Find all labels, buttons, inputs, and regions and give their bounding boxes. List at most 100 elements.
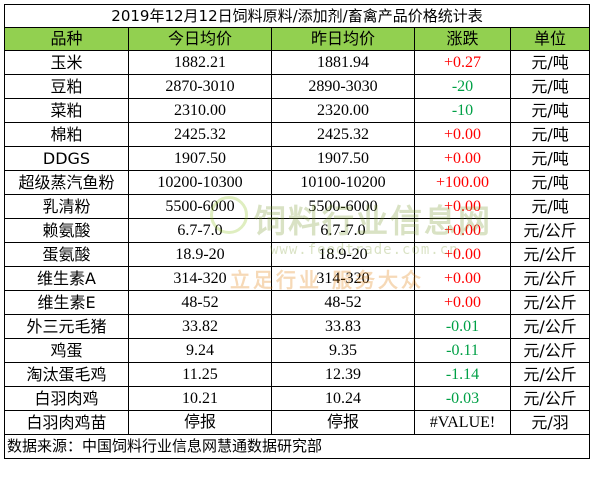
cell-name: 淘汰蛋毛鸡 (4, 362, 129, 387)
cell-today: 1907.50 (128, 146, 272, 171)
header-change: 涨跌 (414, 27, 511, 51)
cell-change: -20 (414, 74, 511, 99)
table-row: 维生素E 48-52 48-52 +0.00 元/公斤 (4, 290, 591, 315)
cell-unit: 元/公斤 (509, 386, 591, 411)
cell-unit: 元/公斤 (509, 338, 591, 363)
table-row: DDGS 1907.50 1907.50 +0.00 元/吨 (4, 146, 591, 171)
cell-change: +0.00 (414, 218, 511, 243)
table-row: 白羽肉鸡苗 停报 停报 #VALUE! 元/羽 (4, 410, 591, 435)
cell-today: 1882.21 (128, 50, 272, 75)
cell-name: 维生素E (4, 290, 129, 315)
cell-yesterday: 33.83 (271, 314, 415, 339)
cell-unit: 元/吨 (509, 170, 591, 195)
header-row: 品种 今日均价 昨日均价 涨跌 单位 (4, 27, 591, 51)
cell-today: 33.82 (128, 314, 272, 339)
cell-yesterday: 2890-3030 (271, 74, 415, 99)
cell-unit: 元/吨 (509, 122, 591, 147)
table-row: 淘汰蛋毛鸡 11.25 12.39 -1.14 元/公斤 (4, 362, 591, 387)
cell-change: -0.11 (414, 338, 511, 363)
cell-name: 乳清粉 (4, 194, 129, 219)
cell-unit: 元/吨 (509, 74, 591, 99)
cell-yesterday: 18.9-20 (271, 242, 415, 267)
cell-today: 6.7-7.0 (128, 218, 272, 243)
cell-change: -0.01 (414, 314, 511, 339)
cell-change: +0.00 (414, 290, 511, 315)
cell-today: 5500-6000 (128, 194, 272, 219)
cell-name: 超级蒸汽鱼粉 (4, 170, 129, 195)
cell-unit: 元/吨 (509, 50, 591, 75)
table-row: 超级蒸汽鱼粉 10200-10300 10100-10200 +100.00 元/吨 (4, 170, 591, 195)
table-row: 白羽肉鸡 10.21 10.24 -0.03 元/公斤 (4, 386, 591, 411)
table-row: 维生素A 314-320 314-320 +0.00 元/公斤 (4, 266, 591, 291)
table-row: 乳清粉 5500-6000 5500-6000 +0.00 元/吨 (4, 194, 591, 219)
price-table: 2019年12月12日饲料原料/添加剂/畜禽产品价格统计表 品种 今日均价 昨日… (3, 4, 591, 459)
cell-today: 2870-3010 (128, 74, 272, 99)
cell-today: 2425.32 (128, 122, 272, 147)
cell-yesterday: 停报 (271, 410, 415, 435)
cell-change: +0.00 (414, 122, 511, 147)
table-row: 外三元毛猪 33.82 33.83 -0.01 元/公斤 (4, 314, 591, 339)
cell-name: 豆粕 (4, 74, 129, 99)
cell-change: +0.00 (414, 194, 511, 219)
cell-today: 11.25 (128, 362, 272, 387)
cell-today: 2310.00 (128, 98, 272, 123)
cell-unit: 元/吨 (509, 194, 591, 219)
source-note: 数据来源：中国饲料行业信息网慧通数据研究部 (3, 434, 591, 459)
table-row: 蛋氨酸 18.9-20 18.9-20 +0.00 元/公斤 (4, 242, 591, 267)
cell-unit: 元/公斤 (509, 242, 591, 267)
cell-yesterday: 48-52 (271, 290, 415, 315)
cell-change: +0.27 (414, 50, 511, 75)
cell-change: +0.00 (414, 146, 511, 171)
cell-today: 10200-10300 (128, 170, 272, 195)
cell-change: +100.00 (414, 170, 511, 195)
cell-change: +0.00 (414, 266, 511, 291)
cell-change: -0.03 (414, 386, 511, 411)
cell-today: 10.21 (128, 386, 272, 411)
cell-name: 棉粕 (4, 122, 129, 147)
table-title: 2019年12月12日饲料原料/添加剂/畜禽产品价格统计表 (3, 4, 591, 28)
cell-name: 蛋氨酸 (4, 242, 129, 267)
cell-name: 赖氨酸 (4, 218, 129, 243)
cell-today: 9.24 (128, 338, 272, 363)
cell-name: 鸡蛋 (4, 338, 129, 363)
cell-unit: 元/公斤 (509, 362, 591, 387)
source-row: 数据来源：中国饲料行业信息网慧通数据研究部 (3, 434, 591, 459)
cell-name: 外三元毛猪 (4, 314, 129, 339)
cell-name: 白羽肉鸡 (4, 386, 129, 411)
cell-today: 18.9-20 (128, 242, 272, 267)
cell-unit: 元/羽 (509, 410, 591, 435)
cell-change: +0.00 (414, 242, 511, 267)
cell-name: 维生素A (4, 266, 129, 291)
table-row: 菜粕 2310.00 2320.00 -10 元/吨 (4, 98, 591, 123)
cell-name: DDGS (4, 146, 129, 171)
cell-unit: 元/吨 (509, 98, 591, 123)
cell-today: 314-320 (128, 266, 272, 291)
title-row: 2019年12月12日饲料原料/添加剂/畜禽产品价格统计表 (3, 4, 591, 28)
table-row: 鸡蛋 9.24 9.35 -0.11 元/公斤 (4, 338, 591, 363)
cell-yesterday: 12.39 (271, 362, 415, 387)
cell-yesterday: 2425.32 (271, 122, 415, 147)
cell-change: -1.14 (414, 362, 511, 387)
cell-change: -10 (414, 98, 511, 123)
header-unit: 单位 (509, 27, 591, 51)
cell-unit: 元/公斤 (509, 218, 591, 243)
cell-unit: 元/吨 (509, 146, 591, 171)
cell-yesterday: 5500-6000 (271, 194, 415, 219)
cell-yesterday: 6.7-7.0 (271, 218, 415, 243)
cell-yesterday: 1881.94 (271, 50, 415, 75)
cell-yesterday: 10.24 (271, 386, 415, 411)
table-row: 玉米 1882.21 1881.94 +0.27 元/吨 (4, 50, 591, 75)
cell-unit: 元/公斤 (509, 314, 591, 339)
header-name: 品种 (4, 27, 129, 51)
table-row: 赖氨酸 6.7-7.0 6.7-7.0 +0.00 元/公斤 (4, 218, 591, 243)
cell-yesterday: 2320.00 (271, 98, 415, 123)
cell-unit: 元/公斤 (509, 290, 591, 315)
cell-yesterday: 9.35 (271, 338, 415, 363)
cell-today: 48-52 (128, 290, 272, 315)
cell-name: 菜粕 (4, 98, 129, 123)
cell-yesterday: 10100-10200 (271, 170, 415, 195)
header-yesterday: 昨日均价 (271, 27, 415, 51)
table-row: 棉粕 2425.32 2425.32 +0.00 元/吨 (4, 122, 591, 147)
cell-change: #VALUE! (414, 410, 511, 435)
cell-name: 白羽肉鸡苗 (4, 410, 129, 435)
